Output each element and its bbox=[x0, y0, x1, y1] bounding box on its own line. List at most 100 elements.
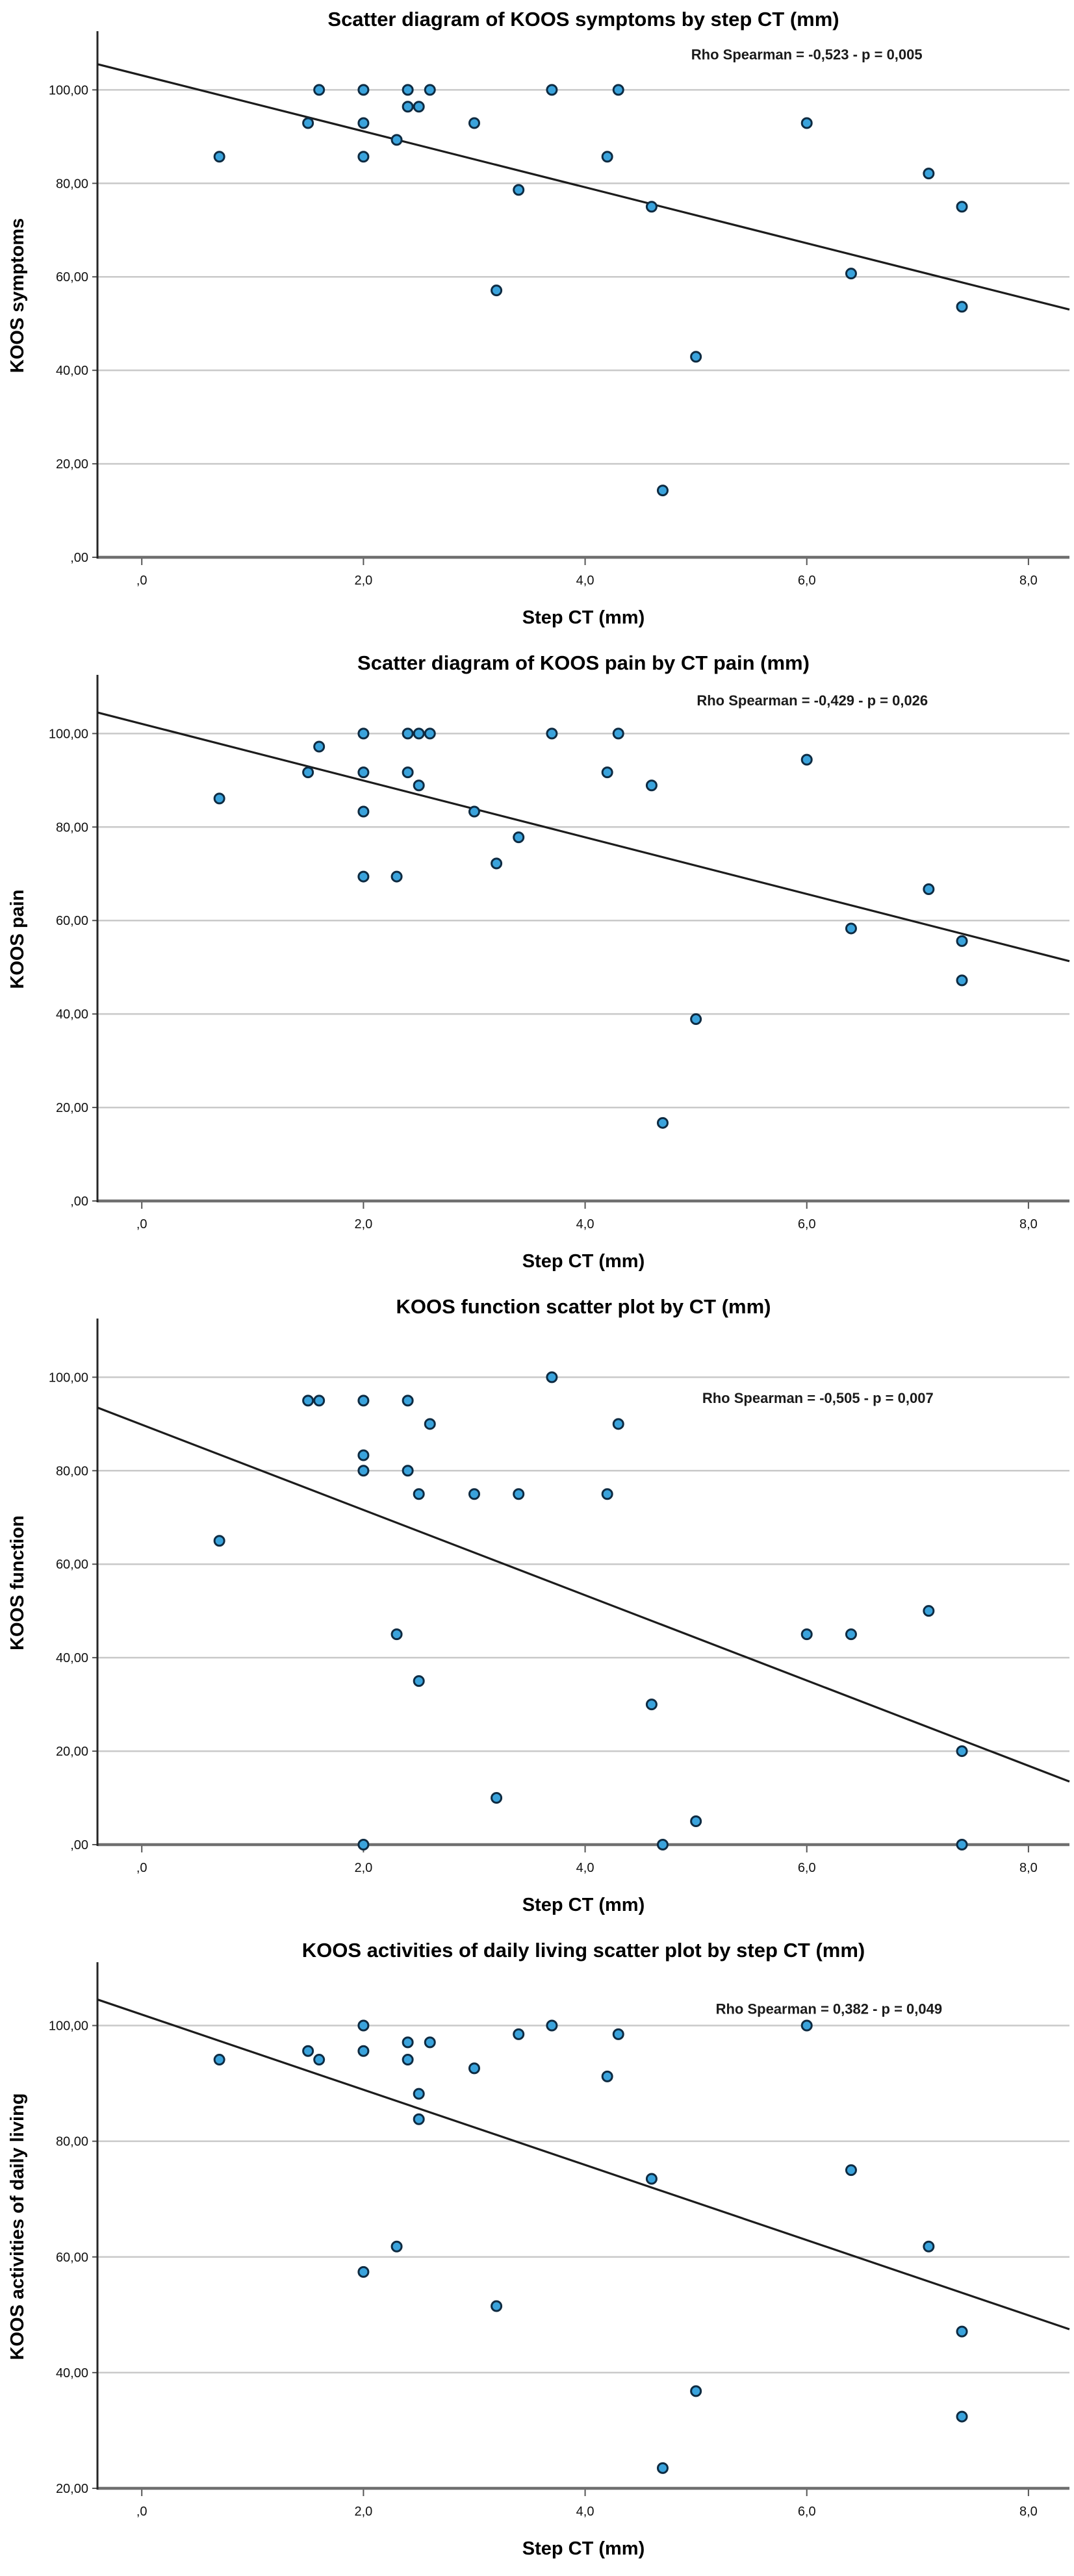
data-point bbox=[923, 1605, 935, 1617]
chart-title: KOOS activities of daily living scatter … bbox=[302, 1939, 865, 1962]
data-point bbox=[612, 1418, 624, 1430]
data-point bbox=[390, 870, 403, 883]
data-point bbox=[956, 1745, 968, 1758]
x-tick-label: 2,0 bbox=[354, 574, 372, 588]
x-tick-label: 4,0 bbox=[576, 574, 595, 588]
data-point bbox=[357, 805, 370, 818]
chart-title: KOOS function scatter plot by CT (mm) bbox=[396, 1295, 771, 1318]
chart-koos-adl: KOOS activities of daily living scatter … bbox=[0, 1931, 1074, 2576]
x-tick-label: 8,0 bbox=[1019, 1861, 1038, 1875]
data-point bbox=[424, 84, 436, 96]
y-tick-label: 60,00 bbox=[56, 270, 88, 284]
data-point bbox=[612, 2028, 624, 2040]
y-axis-title: KOOS function bbox=[7, 1515, 28, 1650]
data-point bbox=[213, 151, 225, 163]
x-tick-label: 4,0 bbox=[576, 1861, 595, 1875]
data-point bbox=[690, 1013, 702, 1026]
data-point bbox=[546, 2019, 558, 2032]
data-point bbox=[357, 2266, 370, 2278]
data-point bbox=[402, 727, 414, 740]
chart-koos-function-svg: KOOS function scatter plot by CT (mm) ,0… bbox=[7, 1295, 1070, 1915]
data-point bbox=[800, 1628, 813, 1641]
data-point bbox=[546, 1371, 558, 1383]
data-point bbox=[513, 831, 525, 844]
data-point bbox=[313, 740, 326, 753]
data-point bbox=[357, 84, 370, 96]
data-point bbox=[402, 2054, 414, 2066]
data-point bbox=[956, 935, 968, 947]
data-point bbox=[845, 268, 857, 280]
spearman-annotation: Rho Spearman = -0,523 - p = 0,005 bbox=[691, 47, 923, 63]
data-point bbox=[491, 2300, 503, 2312]
data-point bbox=[468, 1488, 480, 1500]
data-point bbox=[513, 184, 525, 196]
data-point bbox=[213, 792, 225, 805]
chart-koos-pain: Scatter diagram of KOOS pain by CT pain … bbox=[0, 644, 1074, 1287]
y-tick-label: 40,00 bbox=[56, 1007, 88, 1022]
data-point bbox=[413, 727, 425, 740]
y-tick-label: 80,00 bbox=[56, 1464, 88, 1478]
data-point bbox=[357, 1839, 370, 1850]
y-tick-label: 80,00 bbox=[56, 177, 88, 191]
y-tick-label: ,00 bbox=[70, 1194, 88, 1209]
y-tick-label: 100,00 bbox=[49, 2019, 88, 2034]
data-point bbox=[357, 1465, 370, 1477]
x-tick-label: 4,0 bbox=[576, 2505, 595, 2519]
data-point bbox=[402, 1395, 414, 1407]
y-tick-label: 20,00 bbox=[56, 1101, 88, 1115]
data-point bbox=[390, 1628, 403, 1641]
spearman-annotation: Rho Spearman = -0,429 - p = 0,026 bbox=[697, 692, 928, 709]
data-point bbox=[645, 779, 658, 792]
data-point bbox=[357, 151, 370, 163]
data-point bbox=[690, 351, 702, 363]
data-point bbox=[413, 779, 425, 792]
data-point bbox=[546, 84, 558, 96]
x-tick-label: 8,0 bbox=[1019, 1217, 1038, 1231]
plot-area: ,00 20,00 40,00 60,00 80,00 100,00 ,0 2,0 4,0 6,0… bbox=[49, 1319, 1070, 1875]
data-point bbox=[656, 485, 669, 497]
chart-koos-function: KOOS function scatter plot by CT (mm) ,0… bbox=[0, 1287, 1074, 1931]
data-point bbox=[800, 117, 813, 129]
data-point bbox=[923, 2240, 935, 2253]
data-point bbox=[357, 117, 370, 129]
data-point bbox=[923, 168, 935, 180]
data-point bbox=[656, 1117, 669, 1129]
chart-title: Scatter diagram of KOOS symptoms by step… bbox=[327, 8, 839, 31]
y-tick-label: 80,00 bbox=[56, 820, 88, 835]
data-point bbox=[402, 1465, 414, 1477]
x-tick-label: 6,0 bbox=[798, 1861, 816, 1875]
data-point bbox=[513, 2028, 525, 2040]
data-point bbox=[612, 84, 624, 96]
data-point bbox=[645, 1698, 658, 1711]
x-tick-label: 4,0 bbox=[576, 1217, 595, 1231]
data-point bbox=[800, 2019, 813, 2032]
data-point bbox=[546, 727, 558, 740]
data-point bbox=[302, 766, 314, 779]
data-point bbox=[491, 1792, 503, 1804]
plot-area: ,00 20,00 40,00 60,00 80,00 100,00 ,0 2,0 4,0 6,0… bbox=[49, 31, 1070, 588]
chart-koos-symptoms: Scatter diagram of KOOS symptoms by step… bbox=[0, 0, 1074, 644]
chart-title: Scatter diagram of KOOS pain by CT pain … bbox=[357, 651, 810, 674]
data-point bbox=[357, 1395, 370, 1407]
trendline bbox=[97, 63, 1070, 311]
data-point bbox=[956, 2325, 968, 2338]
data-point bbox=[313, 1395, 326, 1407]
y-tick-label: 100,00 bbox=[49, 83, 88, 97]
data-point bbox=[424, 727, 436, 740]
y-tick-label: 100,00 bbox=[49, 727, 88, 741]
spearman-annotation: Rho Spearman = -0,505 - p = 0,007 bbox=[702, 1390, 934, 1406]
y-tick-label: 80,00 bbox=[56, 2135, 88, 2149]
y-tick-label: 60,00 bbox=[56, 1558, 88, 1572]
data-point bbox=[402, 84, 414, 96]
x-axis-title: Step CT (mm) bbox=[522, 1251, 645, 1272]
data-point bbox=[690, 1815, 702, 1828]
chart-koos-adl-svg: KOOS activities of daily living scatter … bbox=[7, 1939, 1070, 2559]
x-tick-label: 6,0 bbox=[798, 1217, 816, 1231]
chart-koos-pain-svg: Scatter diagram of KOOS pain by CT pain … bbox=[7, 651, 1070, 1272]
data-point bbox=[845, 1628, 857, 1641]
data-point bbox=[357, 727, 370, 740]
data-point bbox=[645, 201, 658, 213]
data-point bbox=[601, 1488, 613, 1500]
y-tick-label: 20,00 bbox=[56, 1745, 88, 1759]
